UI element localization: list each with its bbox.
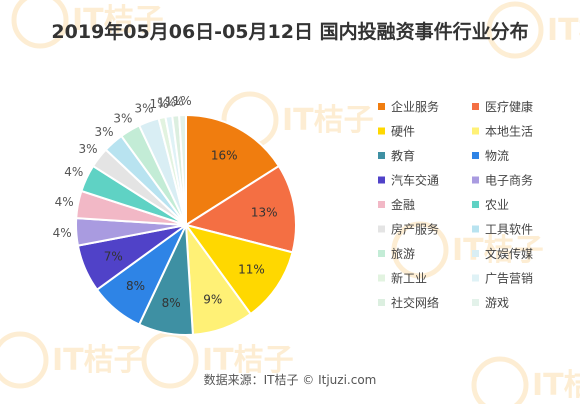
legend-item: 旅游 xyxy=(378,247,415,261)
watermark-text: IT桔子 xyxy=(202,343,294,378)
watermark-text: IT桔子 xyxy=(72,3,164,38)
legend-label: 本地生活 xyxy=(485,125,533,139)
legend-item: 游戏 xyxy=(472,296,509,310)
legend-item: 工具软件 xyxy=(472,223,533,237)
legend-label: 汽车交通 xyxy=(391,173,439,188)
slice-percent-label: 13% xyxy=(251,206,278,220)
legend-swatch xyxy=(472,250,479,257)
watermark-logo: IT桔子 xyxy=(11,0,164,49)
legend-swatch xyxy=(472,176,479,184)
legend-item: 文娱传媒 xyxy=(472,246,533,261)
legend-swatch xyxy=(378,176,385,184)
legend-item: 农业 xyxy=(472,198,509,212)
legend-label: 新工业 xyxy=(391,271,427,286)
slice-percent-label: 9% xyxy=(203,293,222,307)
legend-item: 硬件 xyxy=(378,125,415,139)
slice-percent-label: 3% xyxy=(134,101,153,115)
slice-percent-label: 1% xyxy=(165,95,184,109)
legend-item: 金融 xyxy=(378,197,415,212)
slice-percent-label: 4% xyxy=(64,165,83,179)
slice-percent-label: 1% xyxy=(149,97,168,111)
legend-label: 教育 xyxy=(391,148,415,163)
legend-label: 电子商务 xyxy=(485,173,533,188)
pie-chart xyxy=(75,113,297,336)
slice-percent-label: 1% xyxy=(173,94,192,108)
slice-percent-label: 4% xyxy=(53,226,72,240)
chart-title: 2019年05月06日-05月12日 国内投融资事件行业分布 xyxy=(51,20,528,43)
legend-swatch xyxy=(472,127,479,135)
slice-percent-label: 8% xyxy=(162,296,181,310)
pie-slice xyxy=(178,113,187,226)
legend-label: 农业 xyxy=(485,198,509,212)
legend-swatch xyxy=(378,250,385,257)
legend-item: 教育 xyxy=(378,148,415,163)
slice-percent-label: 3% xyxy=(78,142,97,156)
legend-label: 社交网络 xyxy=(391,295,439,310)
pie-slice xyxy=(183,223,294,316)
legend-item: 汽车交通 xyxy=(378,173,439,188)
watermark-logo: IT桔子 xyxy=(391,221,544,279)
legend-label: 文娱传媒 xyxy=(485,246,533,261)
legend-label: 旅游 xyxy=(391,247,415,261)
legend-item: 房产服务 xyxy=(378,222,439,237)
watermark-logo: IT桔子 xyxy=(0,331,144,389)
legend-label: 硬件 xyxy=(391,125,415,139)
legend-item: 企业服务 xyxy=(378,99,439,114)
legend-item: 广告营销 xyxy=(472,272,533,286)
legend-label: 房产服务 xyxy=(391,222,439,237)
legend-swatch xyxy=(378,299,385,306)
watermark-logo: IT桔子 xyxy=(486,1,580,59)
legend-label: 物流 xyxy=(485,149,509,163)
watermark-logo: IT桔子 xyxy=(471,356,580,404)
slice-percent-label: 8% xyxy=(126,279,145,293)
legend-item: 电子商务 xyxy=(472,173,533,188)
legend-label: 医疗健康 xyxy=(485,99,533,114)
legend-item: 新工业 xyxy=(378,271,427,286)
data-source-note: 数据来源：IT桔子 © Itjuzi.com xyxy=(204,372,377,387)
watermark-text: IT桔子 xyxy=(547,13,580,48)
legend-swatch xyxy=(472,299,479,306)
watermark-logo: IT桔子 xyxy=(221,91,374,149)
slice-percent-label: 1% xyxy=(157,96,176,110)
watermark-text: IT桔子 xyxy=(52,343,144,378)
legend-swatch xyxy=(472,225,479,233)
legend-item: 物流 xyxy=(472,149,509,163)
legend-label: 游戏 xyxy=(485,296,509,310)
pie-slice xyxy=(185,113,281,227)
slice-percent-label: 3% xyxy=(113,111,132,125)
legend-swatch xyxy=(472,103,479,110)
legend-swatch xyxy=(472,274,479,282)
legend-swatch xyxy=(378,274,385,282)
legend-swatch xyxy=(472,152,479,159)
watermark-text: IT桔子 xyxy=(532,368,580,403)
pie-labels: 16%13%11%9%8%8%7%4%4%4%3%3%3%3%1%1%1%1% xyxy=(53,94,278,310)
legend-swatch xyxy=(378,201,385,208)
legend-swatch xyxy=(472,201,479,208)
legend-item: 社交网络 xyxy=(378,295,439,310)
slice-percent-label: 3% xyxy=(94,125,113,139)
slice-percent-label: 7% xyxy=(104,250,123,264)
legend-label: 工具软件 xyxy=(485,223,533,237)
legend-item: 本地生活 xyxy=(472,125,533,139)
slice-percent-label: 11% xyxy=(238,263,265,277)
slice-percent-label: 16% xyxy=(211,149,238,163)
legend-label: 广告营销 xyxy=(485,272,533,286)
legend-label: 金融 xyxy=(391,197,415,212)
legend-label: 企业服务 xyxy=(391,99,439,114)
watermark-text: IT桔子 xyxy=(282,103,374,138)
pie-slice xyxy=(183,164,297,254)
legend-swatch xyxy=(378,103,385,110)
legend-swatch xyxy=(378,152,385,159)
legend-swatch xyxy=(378,225,385,233)
legend-item: 医疗健康 xyxy=(472,99,533,114)
watermark-text: IT桔子 xyxy=(452,233,544,268)
legend-swatch xyxy=(378,127,385,135)
slice-percent-label: 4% xyxy=(55,195,74,209)
